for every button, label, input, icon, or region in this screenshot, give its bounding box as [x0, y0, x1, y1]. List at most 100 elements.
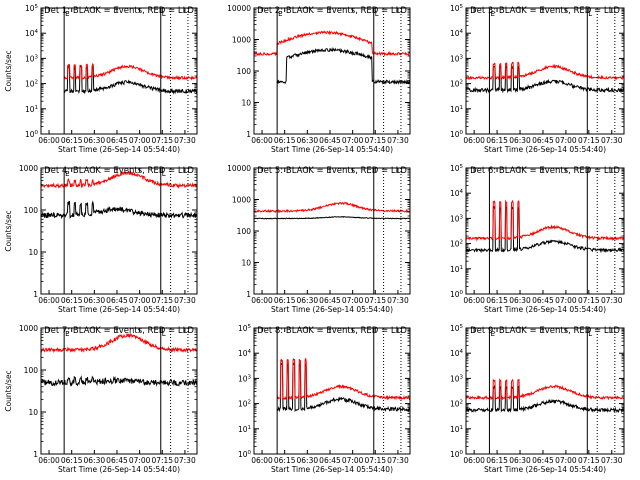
- x-axis-label: Start Time (26-Sep-14 05:54:40): [58, 465, 180, 474]
- x-tick-label: 06:00: [463, 296, 485, 305]
- y-tick-label: 1000: [232, 36, 251, 45]
- y-tick-label: 102: [450, 240, 463, 249]
- x-tick-label: 07:15: [364, 296, 386, 305]
- x-tick-label: 07:30: [387, 296, 409, 305]
- x-tick-label: 06:00: [463, 136, 485, 145]
- time-marker-label: L: [588, 330, 592, 338]
- x-tick-label: 06:45: [532, 456, 554, 465]
- x-axis-label: Start Time (26-Sep-14 05:54:40): [58, 305, 180, 314]
- x-tick-label: 07:15: [151, 296, 173, 305]
- y-tick-label: 100: [237, 67, 252, 76]
- x-tick-label: 06:15: [486, 136, 508, 145]
- x-axis-label: Start Time (26-Sep-14 05:54:40): [484, 305, 606, 314]
- y-tick-label: 1000: [232, 196, 251, 205]
- detector-panel-9: E L 06:00 06:15 06:30 06:45 07:00 07:15 07:30 100…: [450, 324, 625, 474]
- x-tick-label: 06:00: [463, 456, 485, 465]
- x-tick-label: 07:15: [364, 456, 386, 465]
- x-tick-label: 06:15: [486, 456, 508, 465]
- x-tick-label: 06:00: [38, 296, 60, 305]
- x-tick-label: 07:00: [555, 136, 577, 145]
- plot-frame: [465, 7, 625, 135]
- y-tick-label: 101: [450, 265, 463, 274]
- x-axis-label: Start Time (26-Sep-14 05:54:40): [58, 145, 180, 154]
- panel-title: Det 4: BLACK = Events, RED = LLD: [44, 166, 194, 176]
- x-axis-label: Start Time (26-Sep-14 05:54:40): [271, 465, 393, 474]
- x-tick-label: 06:45: [319, 296, 341, 305]
- x-tick-label: 07:30: [174, 456, 196, 465]
- y-tick-label: 103: [450, 214, 464, 223]
- y-tick-label: 105: [450, 164, 464, 173]
- y-tick-label: 104: [450, 189, 464, 198]
- detector-panel-3: E L 06:00 06:15 06:30 06:45 07:00 07:15 07:30 100…: [450, 4, 625, 154]
- x-tick-label: 07:30: [387, 456, 409, 465]
- x-tick-label: 07:30: [601, 296, 623, 305]
- x-axis-label: Start Time (26-Sep-14 05:54:40): [484, 145, 606, 154]
- y-tick-label: 10: [28, 248, 38, 257]
- x-tick-label: 07:15: [151, 456, 173, 465]
- y-tick-label: 1000: [19, 164, 38, 173]
- x-tick-label: 06:45: [532, 296, 554, 305]
- x-tick-label: 06:30: [84, 296, 106, 305]
- x-tick-label: 07:30: [174, 296, 196, 305]
- series-line-lld: [40, 332, 198, 354]
- series-line-lld: [63, 62, 198, 81]
- x-tick-label: 06:00: [38, 136, 60, 145]
- panel-title: Det 5: BLACK = Events, RED = LLD: [257, 166, 407, 176]
- y-tick-label: 100: [450, 450, 464, 459]
- plot-frame: [253, 327, 411, 455]
- y-tick-label: 103: [450, 54, 464, 63]
- plot-frame: [465, 327, 625, 455]
- y-tick-label: 101: [450, 105, 463, 114]
- y-tick-label: 101: [450, 425, 463, 434]
- x-tick-label: 07:30: [174, 136, 196, 145]
- series-line-events: [40, 375, 198, 387]
- time-marker-label: E: [278, 10, 282, 18]
- x-tick-label: 06:45: [106, 456, 128, 465]
- time-marker-label: E: [490, 330, 494, 338]
- x-axis-label: Start Time (26-Sep-14 05:54:40): [484, 465, 606, 474]
- y-tick-label: 100: [450, 130, 464, 139]
- x-tick-label: 06:15: [61, 296, 83, 305]
- y-tick-label: 100: [24, 206, 39, 215]
- panel-title: Det 6: BLACK = Events, RED = LLD: [470, 166, 620, 176]
- x-tick-label: 06:30: [509, 136, 531, 145]
- series-line-events: [465, 64, 625, 94]
- y-tick-label: 102: [450, 80, 463, 89]
- x-tick-label: 06:15: [486, 296, 508, 305]
- y-tick-label: 103: [450, 374, 464, 383]
- y-tick-label: 101: [238, 425, 251, 434]
- y-tick-label: 100: [237, 227, 252, 236]
- series-line-lld: [253, 201, 411, 214]
- panel-title: Det 2: BLACK = Events, RED = LLD: [257, 6, 407, 16]
- x-tick-label: 07:15: [151, 136, 173, 145]
- series-line-lld: [253, 29, 411, 57]
- y-tick-label: 10000: [227, 4, 251, 13]
- detector-panel-2: E L 06:00 06:15 06:30 06:45 07:00 07:15 07:30 1 10…: [227, 4, 411, 154]
- plot-frame: [40, 327, 198, 455]
- x-tick-label: 06:00: [251, 296, 273, 305]
- x-tick-label: 06:30: [84, 136, 106, 145]
- panel-title: Det 9: BLACK = Events, RED = LLD: [470, 326, 620, 336]
- y-axis-label: Counts/sec: [4, 210, 13, 251]
- detector-panel-1: E L 06:00 06:15 06:30 06:45 07:00 07:15 07:30 100…: [4, 4, 198, 154]
- y-tick-label: 105: [238, 324, 252, 333]
- series-line-lld: [276, 357, 411, 401]
- y-tick-label: 100: [450, 290, 464, 299]
- y-tick-label: 104: [238, 349, 252, 358]
- y-tick-label: 104: [25, 29, 39, 38]
- x-tick-label: 07:00: [555, 456, 577, 465]
- detector-panel-7: E L 06:00 06:15 06:30 06:45 07:00 07:15 07:30 1 10…: [4, 324, 198, 474]
- x-tick-label: 06:15: [274, 136, 296, 145]
- panel-title: Det 8: BLACK = Events, RED = LLD: [257, 326, 407, 336]
- y-tick-label: 10000: [227, 164, 251, 173]
- y-tick-label: 1000: [19, 324, 38, 333]
- x-tick-label: 07:15: [578, 296, 600, 305]
- y-tick-label: 102: [238, 400, 251, 409]
- x-tick-label: 06:15: [274, 296, 296, 305]
- y-tick-label: 1: [246, 130, 251, 139]
- time-marker-label: L: [375, 10, 379, 18]
- y-tick-label: 10: [28, 408, 38, 417]
- y-tick-label: 100: [25, 130, 39, 139]
- x-tick-label: 07:00: [129, 456, 151, 465]
